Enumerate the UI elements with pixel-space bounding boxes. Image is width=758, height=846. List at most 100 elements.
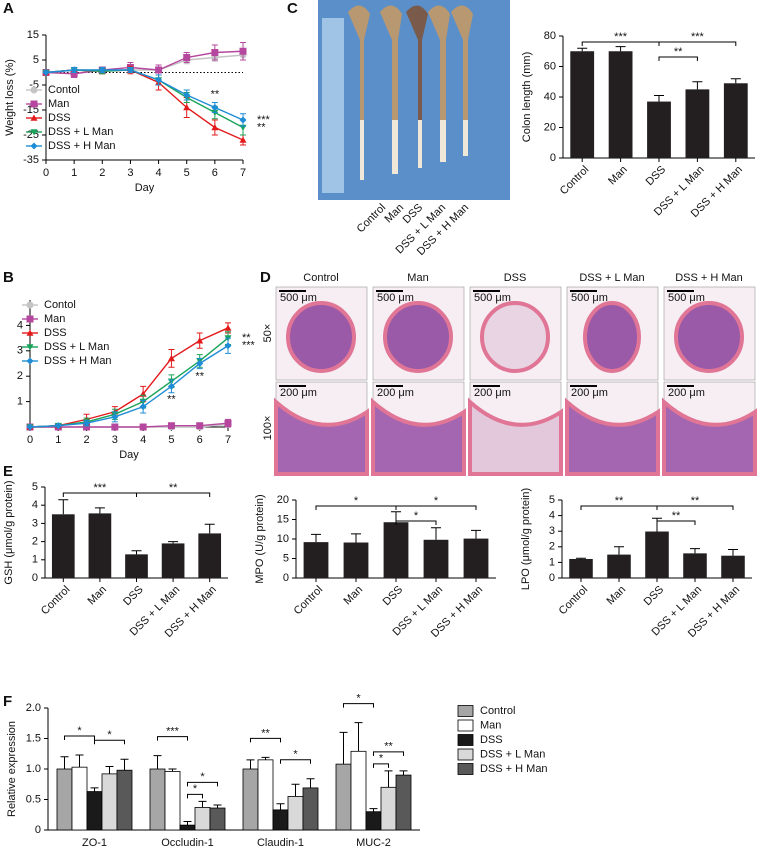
significance: **: [672, 510, 681, 522]
tissue: [286, 301, 356, 373]
x-tick-label: 7: [225, 434, 231, 446]
y-tick-label: 3: [549, 525, 555, 537]
x-tick-label: 0: [43, 167, 49, 179]
tissue: [674, 301, 744, 373]
error-bar: [615, 46, 626, 52]
column-header: DSS + L Man: [579, 272, 644, 284]
legend-label: Contol: [48, 84, 80, 96]
error-bar: [291, 783, 300, 797]
x-tick-label: DSS: [381, 584, 405, 608]
scale-label: 200 μm: [377, 387, 414, 399]
legend-label: Man: [480, 719, 501, 731]
legend-label: DSS + H Man: [480, 763, 548, 775]
scale-label: 200 μm: [280, 387, 317, 399]
x-tick-label: MUC-2: [356, 837, 391, 846]
y-tick-label: 15: [27, 29, 39, 41]
x-tick-label: 5: [168, 434, 174, 446]
marker: [224, 342, 232, 350]
colon-tail: [463, 120, 468, 156]
y-tick-label: 1: [17, 396, 23, 408]
marker: [54, 422, 62, 430]
error-bar: [213, 804, 222, 809]
significance: **: [261, 727, 270, 739]
legend-label: DSS + H Man: [44, 355, 112, 367]
error-bar: [384, 770, 393, 788]
bracket: [656, 505, 734, 510]
significance: **: [674, 46, 683, 58]
scale-label: 200 μm: [668, 387, 705, 399]
bracket: [658, 56, 698, 61]
y-tick-label: 5: [32, 481, 38, 493]
bar: [608, 51, 633, 158]
bar: [683, 553, 707, 578]
error-bar: [614, 546, 624, 555]
tissue: [565, 397, 660, 476]
x-tick-label: 3: [112, 434, 118, 446]
x-tick-label: 5: [184, 167, 190, 179]
panel-label: E: [3, 463, 13, 480]
tissue: [274, 397, 369, 476]
bar: [125, 554, 148, 578]
bar: [463, 538, 489, 578]
marker: [183, 91, 191, 99]
scale-label: 500 μm: [474, 292, 511, 304]
annotation: ***: [242, 340, 256, 352]
x-axis-label: Day: [135, 182, 155, 194]
significance: ***: [166, 725, 180, 737]
error-bar: [391, 511, 401, 523]
significance: *: [356, 693, 361, 705]
y-axis-label: Weight loss (%): [4, 59, 16, 136]
bracket: [373, 763, 389, 768]
y-tick-label: 0: [283, 572, 289, 584]
scale-label: 500 μm: [377, 292, 414, 304]
annotation: **: [167, 393, 176, 405]
bracket: [343, 703, 374, 708]
error-bar: [75, 754, 84, 768]
legend-marker: [26, 357, 34, 365]
y-tick-label: 1: [32, 554, 38, 566]
bar: [116, 769, 133, 831]
tissue: [383, 301, 453, 373]
x-axis-label: Day: [119, 449, 139, 461]
y-tick-label: 2: [549, 541, 555, 553]
x-tick-label: 2: [99, 167, 105, 179]
bar: [161, 543, 185, 578]
bar: [257, 759, 274, 831]
scale-label: 500 μm: [280, 292, 317, 304]
y-tick-label: 4: [17, 319, 23, 331]
annotation: **: [195, 370, 204, 382]
bracket: [656, 520, 696, 525]
error-bar: [471, 529, 481, 539]
marker: [167, 354, 175, 362]
significance: ***: [93, 482, 107, 494]
marker: [139, 403, 147, 411]
bracket: [187, 781, 218, 787]
colon: [428, 5, 450, 142]
significance: **: [615, 495, 624, 507]
bar: [723, 83, 748, 158]
bracket: [157, 736, 188, 741]
legend-label: Control: [480, 705, 515, 717]
error-bar: [120, 758, 129, 771]
y-tick-label: 80: [544, 30, 556, 42]
bar: [51, 514, 75, 578]
bar: [569, 558, 593, 578]
row-label: 50×: [262, 324, 274, 343]
bar: [383, 522, 409, 578]
scale-label: 500 μm: [668, 292, 705, 304]
bracket: [395, 520, 437, 525]
legend-marker: [30, 142, 38, 150]
photo: [318, 0, 510, 200]
legend-marker: [30, 100, 38, 108]
legend-label: DSS: [480, 734, 503, 746]
legend-swatch: [457, 763, 474, 775]
marker: [196, 422, 204, 430]
y-axis-label: GSH (μmol/g protein): [3, 480, 15, 584]
y-tick-label: 10: [277, 533, 289, 545]
marker: [111, 423, 119, 431]
error-bar: [183, 820, 192, 826]
legend-marker: [30, 86, 38, 94]
y-tick-label: -5: [29, 79, 39, 91]
legend-label: Man: [44, 313, 65, 325]
significance: **: [691, 495, 700, 507]
